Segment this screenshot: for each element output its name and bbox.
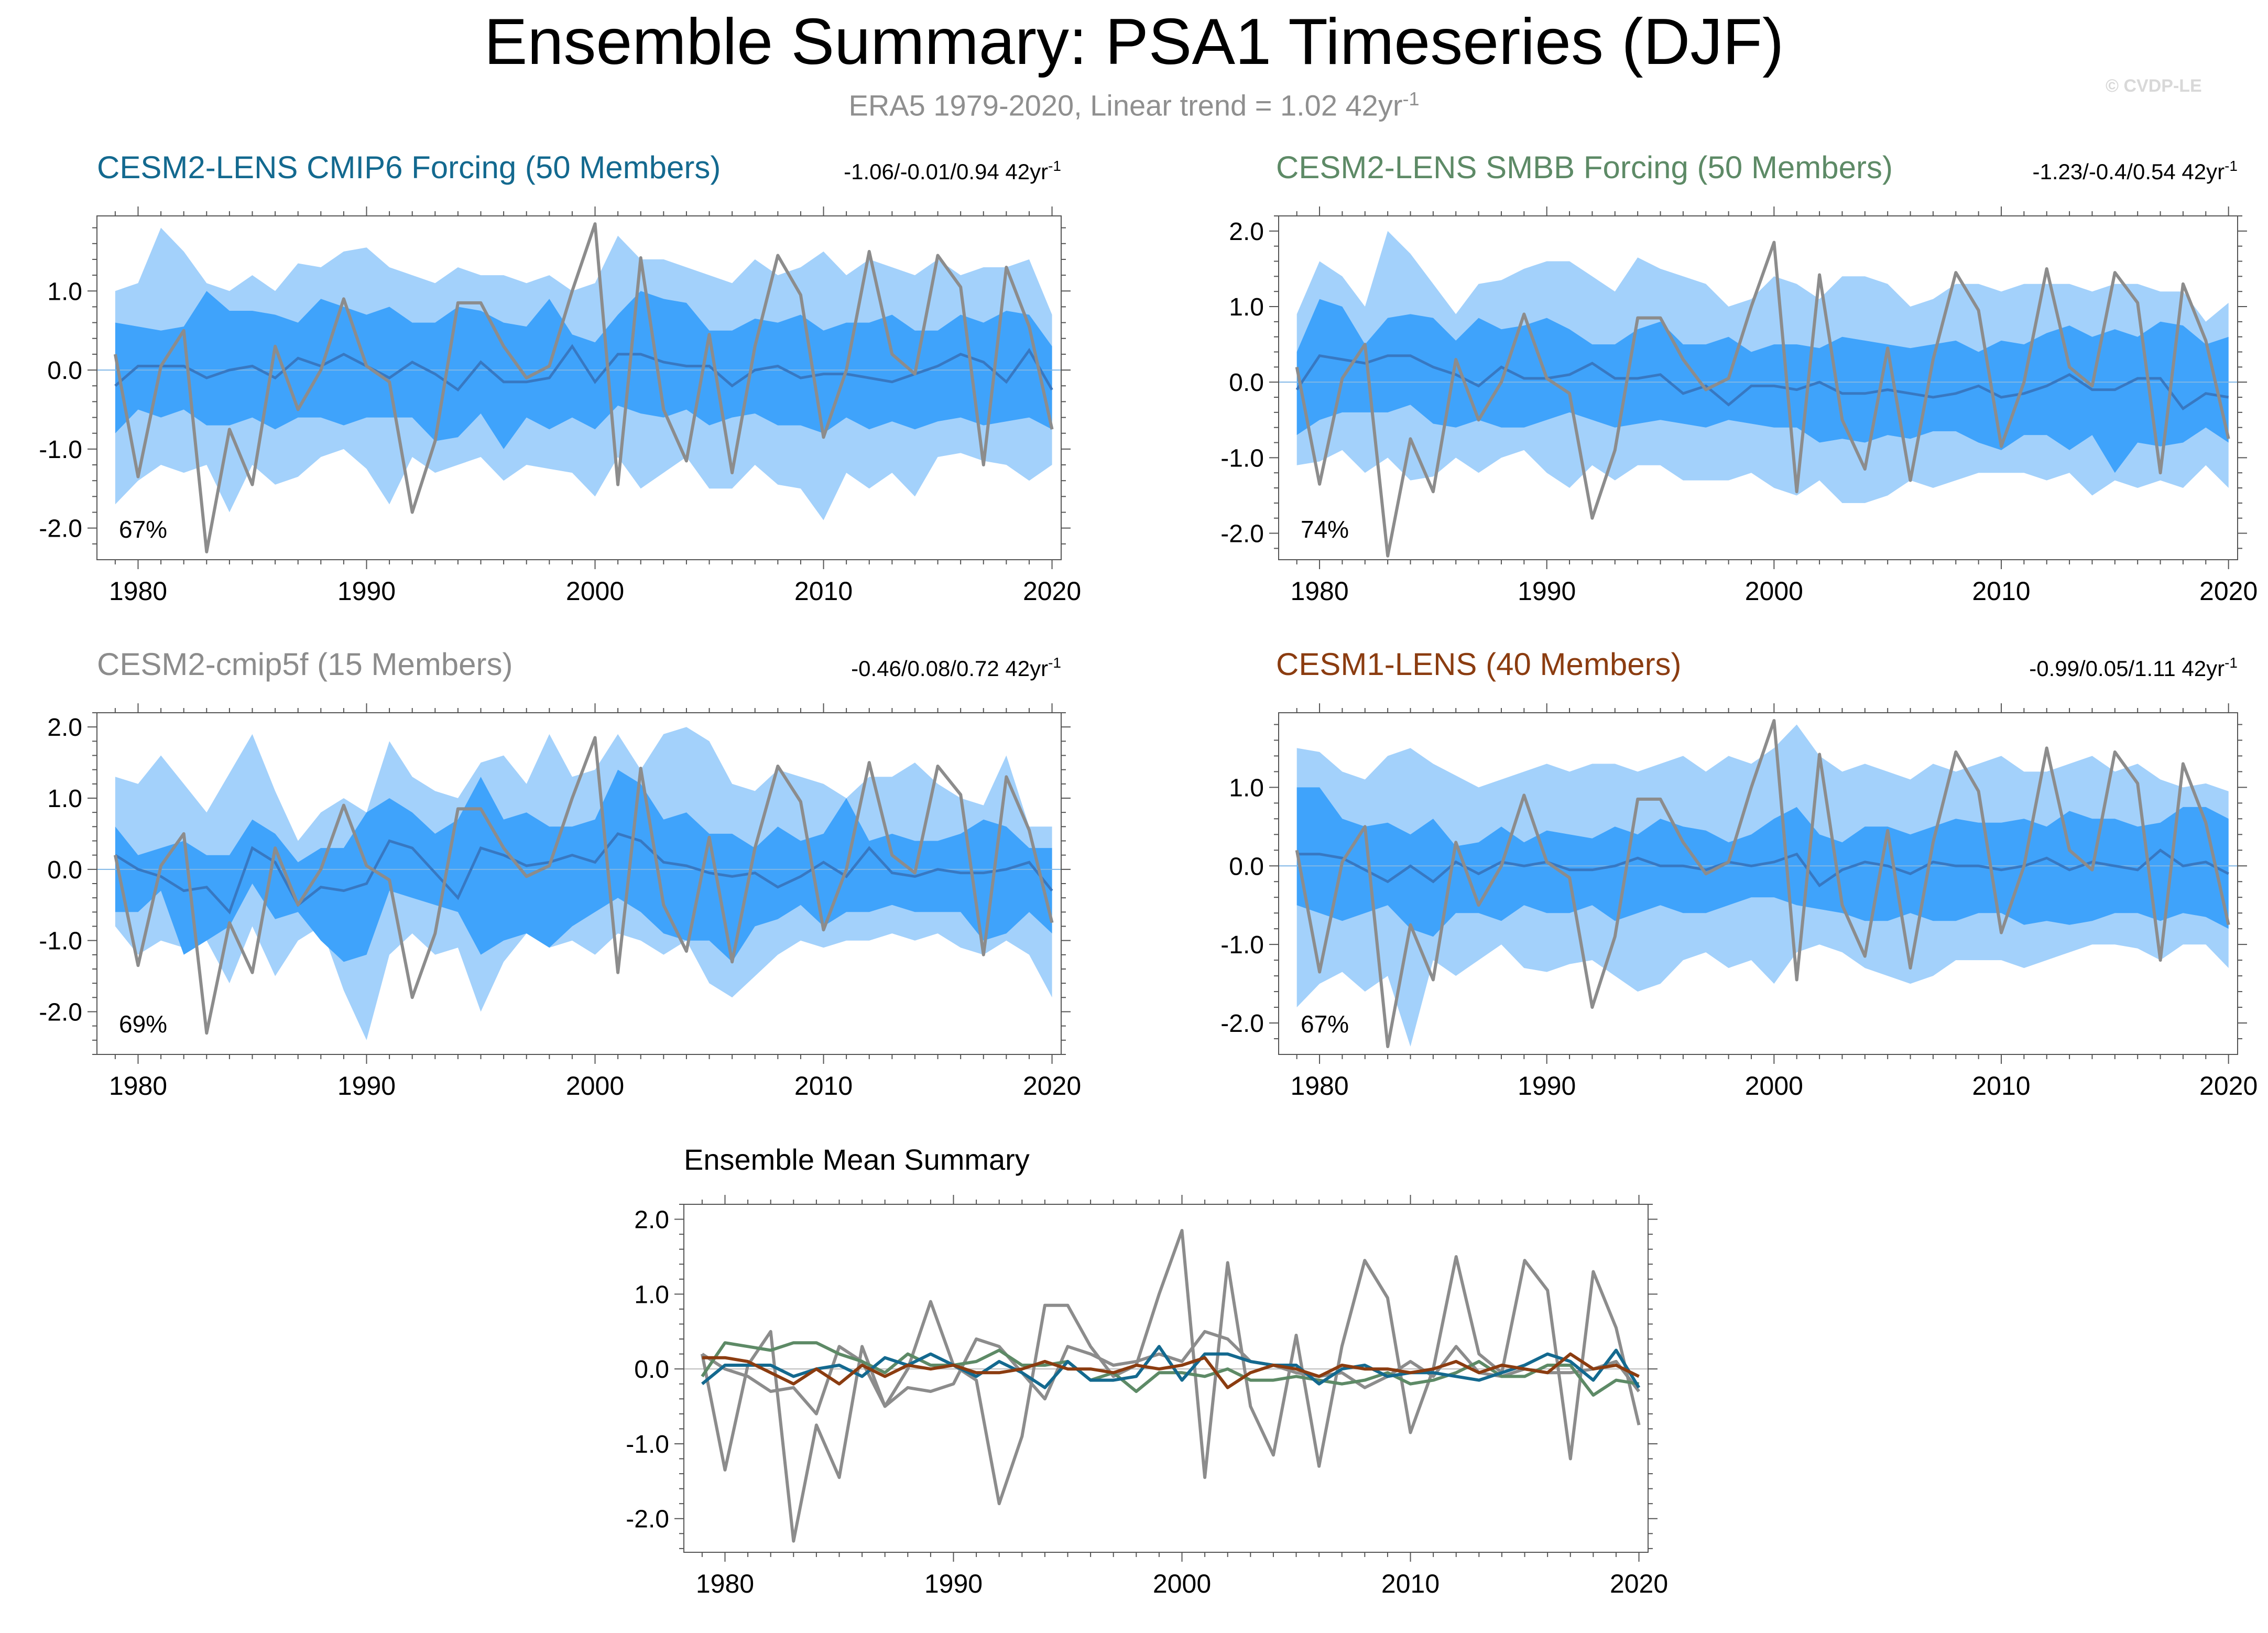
y-tick-label: 2.0 <box>1229 218 1264 246</box>
trend-value: -1.23/-0.4/0.54 42yr <box>2033 159 2225 184</box>
series-line-4 <box>701 1345 1641 1389</box>
x-tick-label: 2000 <box>566 1071 624 1101</box>
panel-title: CESM1-LENS (40 Members) <box>1276 647 1682 682</box>
x-tick-label: 1980 <box>1290 1071 1348 1101</box>
trend-exponent: -1 <box>1048 655 1061 671</box>
plot-frame <box>1278 712 2238 1055</box>
x-tick-label: 1990 <box>924 1569 983 1598</box>
y-tick-label: 0.0 <box>1229 853 1264 880</box>
x-tick-label: 1980 <box>109 576 167 606</box>
x-tick-label: 2010 <box>1972 1071 2030 1101</box>
panel-title: Ensemble Mean Summary <box>684 1143 1030 1176</box>
y-tick-label: -2.0 <box>1220 1010 1264 1038</box>
y-tick-label: -2.0 <box>39 515 82 543</box>
y-tick-label: 0.0 <box>47 856 82 884</box>
x-tick-label: 2000 <box>1745 576 1803 606</box>
x-tick-label: 2020 <box>1610 1569 1668 1598</box>
y-tick-label: 1.0 <box>1229 774 1264 802</box>
plot-area <box>684 1229 1648 1543</box>
x-tick-label: 2010 <box>1972 576 2030 606</box>
y-tick-label: 1.0 <box>47 785 82 813</box>
x-tick-label: 2020 <box>2199 576 2258 606</box>
x-tick-label: 1990 <box>337 1071 396 1101</box>
x-tick-label: 1990 <box>1518 576 1576 606</box>
panel-title: CESM2-LENS CMIP6 Forcing (50 Members) <box>97 150 721 185</box>
plot-frame <box>1278 215 2238 560</box>
plot-area <box>1279 231 2238 558</box>
x-tick-label: 2010 <box>794 576 853 606</box>
panel-4: 1980 1990 2000 2010 2020 1.0 0.0 -1.0 -2.0 CESM1-… <box>1220 647 2258 1101</box>
trend-exponent: -1 <box>2225 655 2238 671</box>
plot-frame <box>683 1204 1649 1553</box>
y-tick-label: 1.0 <box>1229 293 1264 321</box>
panel-title: CESM2-cmip5f (15 Members) <box>97 647 513 682</box>
subtitle-text: ERA5 1979-2020, Linear trend = 1.02 42yr <box>848 89 1403 122</box>
series-line-5 <box>702 1352 1640 1389</box>
y-tick-label: -1.0 <box>1220 931 1264 959</box>
panel-5: 1980 1990 2000 2010 2020 2.0 1.0 0.0 -1.0 -2.0 Ens… <box>626 1143 1668 1598</box>
x-tick-label: 2010 <box>794 1071 853 1101</box>
panel-trend-label: -0.99/0.05/1.11 42yr-1 <box>2029 655 2238 681</box>
figure-title: Ensemble Summary: PSA1 Timeseries (DJF) <box>484 6 1784 78</box>
x-tick-label: 1980 <box>109 1071 167 1101</box>
plot-area <box>97 222 1061 553</box>
subtitle-exponent: -1 <box>1402 88 1420 110</box>
observed-line <box>113 736 1054 1035</box>
panel-trend-label: -1.06/-0.01/0.94 42yr-1 <box>844 158 1061 184</box>
x-tick-label: 2010 <box>1381 1569 1440 1598</box>
y-tick-label: 0.0 <box>634 1356 669 1384</box>
figure-subtitle: ERA5 1979-2020, Linear trend = 1.02 42yr… <box>0 88 2268 123</box>
panel-1: 1980 1990 2000 2010 2020 1.0 0.0 -1.0 -2.0 CESM2-… <box>39 150 1081 606</box>
trend-value: -0.46/0.08/0.72 42yr <box>851 656 1048 681</box>
inner-band <box>115 769 1052 962</box>
y-tick-label: -2.0 <box>1220 520 1264 548</box>
y-tick-label: -2.0 <box>626 1506 669 1533</box>
panel-3: 1980 1990 2000 2010 2020 2.0 1.0 0.0 -1.0 -2.0 CES… <box>39 647 1081 1101</box>
y-tick-label: -1.0 <box>626 1431 669 1458</box>
panel-2: 1980 1990 2000 2010 2020 2.0 1.0 0.0 -1.0 -2.0 CES… <box>1220 150 2258 606</box>
plot-area <box>97 727 1061 1040</box>
x-tick-label: 2000 <box>1153 1569 1211 1598</box>
y-tick-label: 0.0 <box>47 357 82 385</box>
plot-frame <box>96 215 1062 560</box>
y-tick-label: -1.0 <box>39 928 82 955</box>
observed-line <box>1295 719 2230 1048</box>
y-tick-label: 1.0 <box>47 278 82 306</box>
trend-value: -0.99/0.05/1.11 42yr <box>2029 656 2225 681</box>
panel-percent-label: 67% <box>1301 1010 1349 1038</box>
trend-exponent: -1 <box>1048 158 1061 174</box>
trend-exponent: -1 <box>2225 158 2238 174</box>
y-tick-label: 2.0 <box>634 1206 669 1234</box>
x-tick-label: 1980 <box>1290 576 1348 606</box>
y-tick-label: -1.0 <box>1220 444 1264 472</box>
x-tick-label: 1980 <box>696 1569 754 1598</box>
y-tick-label: 2.0 <box>47 714 82 742</box>
x-tick-label: 2000 <box>566 576 624 606</box>
panel-percent-label: 69% <box>119 1010 167 1038</box>
x-tick-label: 2020 <box>1023 1071 1081 1101</box>
y-tick-label: -2.0 <box>39 999 82 1027</box>
observed-line <box>1295 241 2230 558</box>
x-tick-label: 1990 <box>337 576 396 606</box>
panel-trend-label: -1.23/-0.4/0.54 42yr-1 <box>2033 158 2238 184</box>
y-tick-label: 1.0 <box>634 1281 669 1309</box>
x-tick-label: 2020 <box>2199 1071 2258 1101</box>
plot-area <box>1279 719 2238 1048</box>
x-tick-label: 2000 <box>1745 1071 1803 1101</box>
panel-percent-label: 74% <box>1301 516 1349 543</box>
y-tick-label: 0.0 <box>1229 369 1264 397</box>
observed-line <box>113 222 1054 553</box>
watermark: © CVDP-LE <box>2106 76 2202 96</box>
series-line-1 <box>700 1229 1641 1543</box>
panel-percent-label: 67% <box>119 516 167 543</box>
series-line-3 <box>701 1341 1640 1397</box>
panel-title: CESM2-LENS SMBB Forcing (50 Members) <box>1276 150 1893 185</box>
trend-value: -1.06/-0.01/0.94 42yr <box>844 159 1048 184</box>
x-tick-label: 1990 <box>1518 1071 1576 1101</box>
ensemble-mean-line <box>114 832 1053 915</box>
panel-trend-label: -0.46/0.08/0.72 42yr-1 <box>851 655 1061 681</box>
x-tick-label: 2020 <box>1023 576 1081 606</box>
y-tick-label: -1.0 <box>39 436 82 464</box>
